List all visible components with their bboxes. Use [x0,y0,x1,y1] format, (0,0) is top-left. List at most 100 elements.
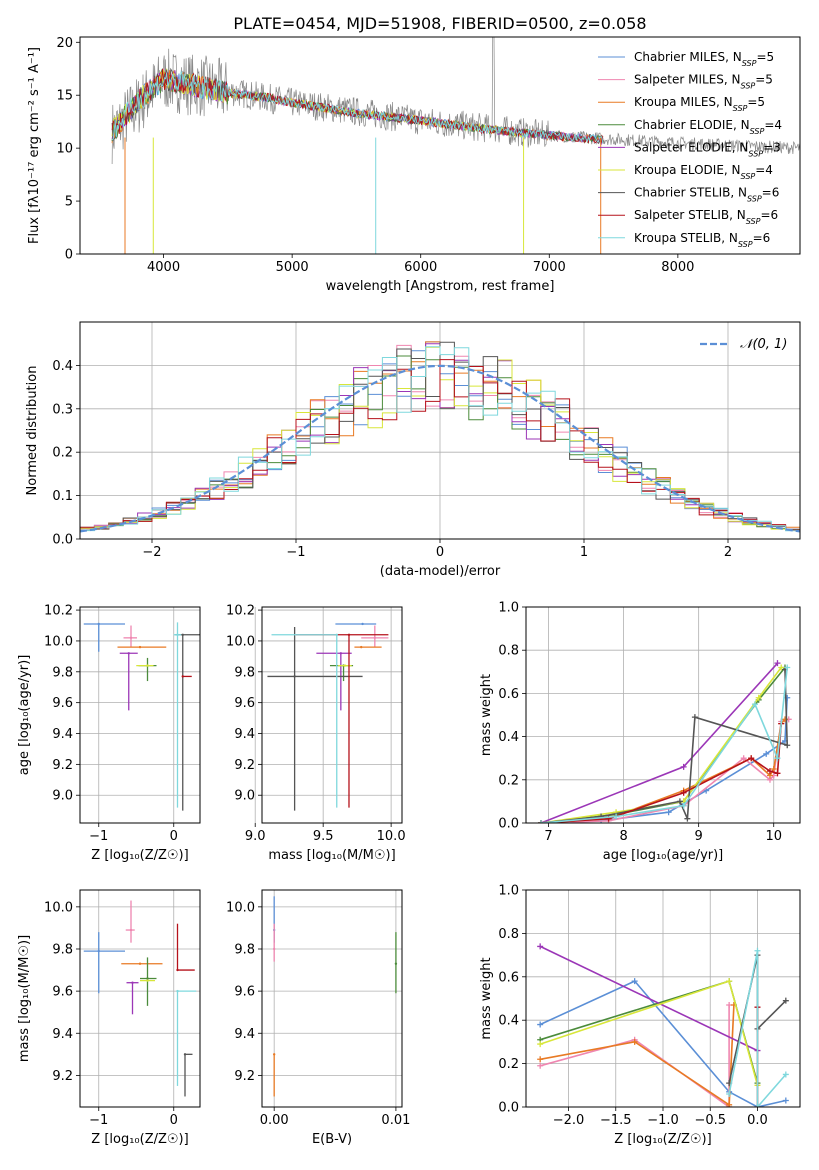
y-tick-label: 0.4 [498,730,519,745]
y-tick-label: 9.8 [52,665,73,680]
mass-weight-marker [613,813,620,820]
plot-content [83,622,200,811]
plot-content [272,896,398,1097]
x-axis-label: age [log₁₀(age/yr)] [603,848,724,863]
plot-area [262,890,402,1107]
y-tick-label: 0.2 [52,446,73,461]
x-tick-label: −1.0 [647,1113,679,1128]
y-tick-label: 9.6 [52,696,73,711]
mass-weight-line [539,945,758,1052]
mass-weight-marker [726,1104,733,1107]
mass-weight-marker [631,978,638,985]
x-tick-label: 7000 [533,260,566,275]
x-tick-label: 0.0 [747,1113,768,1128]
x-tick-label: 0 [170,829,178,844]
plot-content [111,37,800,254]
data-point [272,1053,276,1056]
y-tick-label: 0.4 [52,359,73,374]
y-tick-label: 10.0 [226,900,255,915]
mass-weight-marker [784,742,791,749]
normal-reference-curve [80,364,800,533]
mass-weight-marker [631,1038,638,1045]
y-tick-label: 0.6 [498,970,519,985]
mass-weight-marker [751,701,758,708]
legend-label: Chabrier MILES, NSSP=5 [634,50,774,68]
mass-weight-marker [537,1056,544,1063]
x-tick-label: 10.0 [377,829,406,844]
data-point [347,633,351,636]
legend-label: 𝒩(0, 1) [740,337,787,352]
plot-content [538,660,792,823]
axes-frame [79,36,801,255]
panel-mass-weight-vs-Z: −2.0 −1.5 −1.0 −0.5 0.0 0.0 0.2 0.4 0.6 0.8 1.0 Z [… [479,884,801,1147]
axes-frame [79,889,201,1108]
legend-label: Kroupa ELODIE, NSSP=4 [634,163,773,181]
mass-weight-marker [538,820,545,823]
y-tick-label: 0.6 [498,687,519,702]
mass-weight-marker [754,947,761,954]
data-point [339,652,343,655]
mass-weight-marker [766,768,773,775]
x-tick-label: −0.5 [694,1113,726,1128]
mass-weight-marker [665,809,672,816]
data-point [146,977,149,980]
axes-frame [525,889,801,1108]
plot-area [80,890,200,1107]
y-tick-label: 0.0 [498,817,519,832]
data-point [343,664,347,667]
mass-weight-marker [784,664,791,671]
mass-weight-marker [680,763,687,770]
mass-weight-line [728,950,787,1107]
y-tick-label: 9.4 [52,727,73,742]
mass-weight-marker [748,755,755,762]
y-tick-label: 0.2 [498,1057,519,1072]
y-tick-label: 9.0 [234,789,255,804]
plot-content [537,943,789,1107]
plot-area [262,607,402,823]
y-tick-label: 0.8 [498,927,519,942]
x-tick-label: −1 [89,1113,108,1128]
x-axis-label: Z [log₁₀(Z/Z☉)] [91,848,188,863]
x-tick-label: −1 [286,545,305,560]
y-tick-label: 9.2 [52,1069,73,1084]
plot-content [80,341,800,533]
y-tick-label: 0.8 [498,644,519,659]
data-point [131,981,134,984]
data-point [146,664,149,667]
legend-label: Salpeter MILES, NSSP=5 [634,73,773,91]
model-spectrum-line [111,69,604,144]
y-tick-label: 9.4 [234,727,255,742]
y-tick-label: 9.8 [234,665,255,680]
mass-weight-line [540,667,788,823]
axes-frame [261,606,403,824]
x-axis-label: wavelength [Angstrom, rest frame] [326,279,555,294]
x-axis-label: E(B-V) [312,1132,352,1147]
y-tick-label: 0.3 [52,402,73,417]
x-tick-label: −1 [89,829,108,844]
y-tick-label: 10.0 [44,900,73,915]
data-point [146,979,149,982]
data-point [181,633,184,636]
x-tick-label: 8 [619,829,627,844]
panel-mass-vs-Z: −1 0 9.2 9.4 9.6 9.8 10.0 Z [log₁₀(Z/Z☉)] mass [… [17,889,201,1147]
mass-weight-marker [778,664,785,671]
y-tick-label: 10.0 [226,634,255,649]
mass-weight-marker [774,755,781,762]
data-point [176,989,179,993]
legend-label: Kroupa MILES, NSSP=5 [634,95,765,113]
mass-weight-marker [676,798,683,805]
axes-frame [79,321,801,540]
y-tick-label: 0 [65,248,73,263]
histogram-series [80,359,800,531]
x-tick-label: 0 [436,545,444,560]
x-tick-label: 0.00 [260,1113,289,1128]
mass-weight-marker [774,660,781,667]
mass-weight-marker [782,1071,789,1078]
y-tick-label: 10.0 [44,634,73,649]
mass-weight-marker [770,766,777,772]
mass-weight-marker [774,770,781,777]
data-point [127,652,130,655]
panel-spectrum: 4000 5000 6000 7000 8000 0 5 10 15 20 wavelength [… [27,36,801,294]
plot-area [80,607,200,823]
mass-weight-marker [726,978,733,985]
